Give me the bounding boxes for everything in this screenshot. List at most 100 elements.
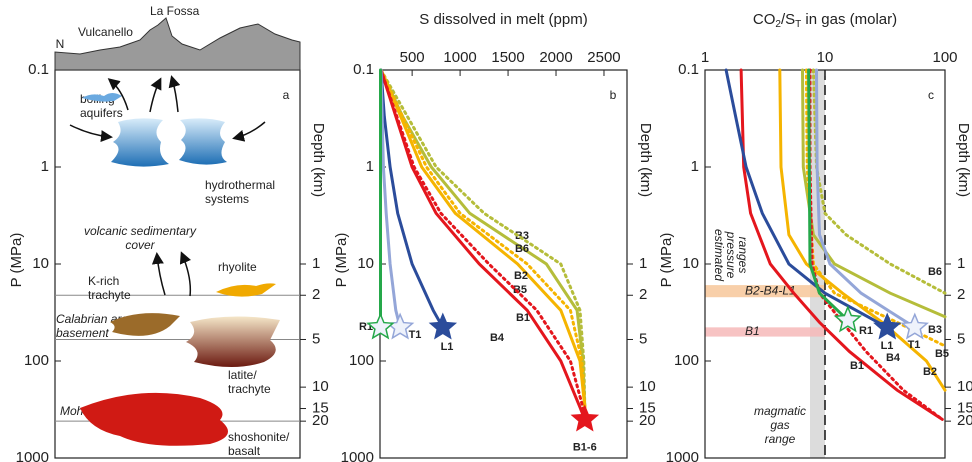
y2-tick-label: 15 (312, 399, 329, 416)
bands-label: estimated (712, 229, 726, 281)
label: Vulcanello (78, 25, 133, 39)
gas-range-label: magmatic (754, 404, 806, 418)
series-label: B1 (850, 360, 864, 372)
y2-tick-label: 1 (957, 255, 965, 272)
x-axis-label: CO2/ST in gas (molar) (753, 11, 897, 30)
label: La Fossa (150, 4, 200, 18)
series-label: R1 (859, 325, 873, 337)
y2-tick-label: 10 (312, 378, 329, 395)
panel-label: b (610, 88, 617, 102)
series-line (379, 68, 587, 421)
y-tick-label: 1000 (341, 449, 374, 462)
trachyte-body (110, 313, 180, 336)
label: hydrothermal (205, 178, 275, 192)
y-tick-label: 100 (349, 352, 374, 369)
x-axis-label-part: 2 (775, 19, 781, 30)
series-line (724, 68, 889, 329)
band-label: B2-B4-L1 (745, 283, 796, 297)
label: basalt (228, 444, 261, 458)
bands-label: ranges (736, 237, 750, 274)
y2-axis-label: Depth (km) (310, 123, 327, 197)
panel-a-artwork (54, 17, 301, 446)
y2-axis-label: Depth (km) (637, 123, 654, 197)
hydrothermal-body (179, 118, 227, 165)
y-tick-label: 100 (24, 352, 49, 369)
label: trachyte (228, 382, 271, 396)
gas-range-label: gas (770, 418, 789, 432)
arrow (69, 124, 113, 143)
x-axis-label: S dissolved in melt (ppm) (419, 11, 587, 28)
panel-label: a (283, 88, 290, 102)
rhyolite-body (216, 283, 276, 297)
x-axis-label-part: S dissolved in melt (ppm) (419, 11, 587, 28)
series-line (739, 68, 944, 421)
y-axis-label: P (MPa) (658, 233, 675, 288)
x-tick-label: 2000 (539, 49, 572, 66)
label: aquifers (80, 106, 123, 120)
band-label: B1 (745, 324, 760, 338)
end-star (428, 312, 458, 340)
series-label: T1 (908, 339, 921, 351)
y2-tick-label: 20 (639, 412, 656, 429)
x-tick-label: 100 (932, 49, 957, 66)
star-label: B1-6 (573, 441, 597, 453)
y2-tick-label: 10 (957, 378, 972, 395)
label: K-rich (88, 274, 119, 288)
x-tick-label: 2500 (587, 49, 620, 66)
x-axis-label-part: T (795, 19, 801, 30)
y-tick-label: 0.1 (28, 61, 49, 78)
arrow (179, 251, 192, 297)
y-tick-label: 100 (674, 352, 699, 369)
series-label: L1 (441, 341, 454, 353)
y-tick-label: 1 (41, 158, 49, 175)
y-tick-label: 0.1 (353, 61, 374, 78)
y-tick-label: 1 (366, 158, 374, 175)
series-label: B3 (515, 230, 529, 242)
y-tick-label: 10 (357, 255, 374, 272)
label: volcanic sedimentary (84, 224, 197, 238)
label: cover (125, 238, 155, 252)
series-label: B6 (515, 243, 529, 255)
basalt-body (80, 392, 228, 446)
gas-range-label: range (765, 432, 796, 446)
x-axis-label-part: /S (781, 11, 795, 28)
series-label: B5 (935, 348, 949, 360)
y2-axis-label: Depth (km) (955, 123, 972, 197)
label: systems (205, 192, 249, 206)
label: N (56, 37, 65, 51)
series-label: B2 (923, 366, 937, 378)
end-star (900, 312, 929, 340)
x-tick-label: 500 (400, 49, 425, 66)
y2-tick-label: 1 (312, 255, 320, 272)
end-star (873, 312, 902, 340)
y2-tick-label: 2 (312, 286, 320, 303)
x-tick-label: 1500 (491, 49, 524, 66)
arrow (107, 78, 129, 111)
bands-label: pressure (724, 231, 738, 279)
label: trachyte (88, 288, 131, 302)
end-star (833, 305, 863, 333)
series-line (815, 68, 917, 329)
y-tick-label: 1000 (666, 449, 699, 462)
y2-tick-label: 20 (957, 412, 972, 429)
y2-tick-label: 5 (957, 330, 965, 347)
series-label: B4 (886, 352, 901, 364)
x-axis-label-part: in gas (molar) (801, 11, 897, 28)
arrow (232, 121, 266, 142)
topography (54, 17, 301, 71)
label: latite/ (228, 368, 257, 382)
x-axis-label-part: CO (753, 11, 776, 28)
series-line (807, 68, 850, 322)
series-line (804, 68, 947, 348)
y-axis-label: P (MPa) (8, 233, 25, 288)
series-label: B5 (513, 284, 527, 296)
x-tick-label: 1000 (443, 49, 476, 66)
aquifer (82, 93, 122, 102)
series-label: B6 (928, 266, 942, 278)
y-tick-label: 10 (682, 255, 699, 272)
label: rhyolite (218, 260, 257, 274)
y-tick-label: 10 (32, 255, 49, 272)
